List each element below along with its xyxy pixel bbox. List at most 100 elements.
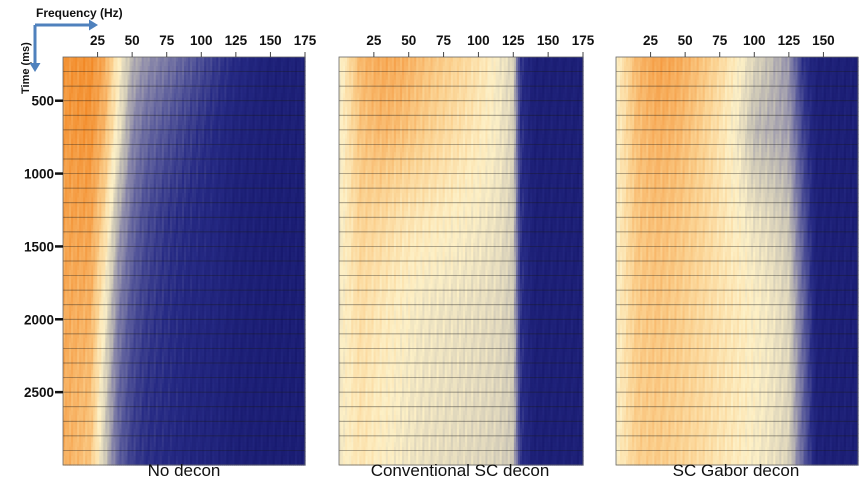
heatmap-cell: [292, 125, 296, 131]
heatmap-cell: [153, 134, 157, 140]
heatmap-cell: [97, 93, 100, 99]
heatmap-cell: [274, 61, 278, 67]
heatmap-cell: [95, 161, 98, 167]
heatmap-cell: [135, 66, 139, 72]
heatmap-cell: [181, 111, 185, 117]
heatmap-cell: [123, 115, 127, 122]
heatmap-cell: [248, 84, 252, 90]
heatmap-cell: [248, 120, 252, 126]
heatmap-cell: [89, 125, 92, 131]
heatmap-cell: [204, 75, 207, 81]
heatmap-cell: [252, 143, 256, 149]
heatmap-cell: [145, 75, 149, 81]
heatmap-cell: [210, 120, 213, 126]
heatmap-cell: [292, 152, 296, 158]
heatmap-cell: [300, 75, 304, 81]
heatmap-cell: [284, 93, 288, 99]
heatmap-cell: [77, 143, 80, 149]
heatmap-cell: [97, 75, 100, 81]
heatmap-cell: [198, 129, 201, 135]
heatmap-cell: [65, 143, 68, 149]
heatmap-cell: [63, 143, 66, 149]
heatmap-cell: [79, 61, 82, 67]
heatmap-cell: [71, 161, 74, 167]
heatmap-cell: [184, 88, 187, 94]
heatmap-cell: [246, 66, 250, 72]
heatmap-cell: [216, 75, 219, 81]
heatmap-cell: [238, 84, 242, 90]
heatmap-cell: [129, 57, 133, 63]
heatmap-cell: [284, 66, 288, 72]
heatmap-cell: [133, 134, 137, 140]
heatmap-cell: [139, 152, 143, 158]
heatmap-cell: [151, 88, 155, 94]
heatmap-cell: [192, 125, 195, 131]
heatmap-cell: [246, 134, 250, 140]
heatmap-cell: [240, 102, 244, 108]
heatmap-cell: [139, 129, 143, 135]
heatmap-cell: [188, 93, 191, 99]
heatmap-cell: [131, 147, 135, 153]
heatmap-cell: [218, 115, 221, 122]
heatmap-cell: [220, 102, 223, 108]
heatmap-cell: [145, 84, 149, 90]
heatmap-cell: [218, 75, 221, 81]
heatmap-cell: [284, 147, 288, 153]
heatmap-cell: [177, 106, 181, 112]
heatmap-cell: [73, 93, 76, 99]
heatmap-cell: [89, 70, 92, 76]
heatmap-cell: [252, 66, 256, 72]
heatmap-cell: [131, 106, 135, 112]
heatmap-cell: [65, 161, 68, 167]
heatmap-cell: [131, 138, 135, 144]
heatmap-cell: [216, 152, 219, 158]
heatmap-cell: [206, 102, 209, 108]
heatmap-cell: [177, 88, 181, 94]
heatmap-cell: [296, 61, 300, 67]
heatmap-cell: [206, 106, 209, 112]
heatmap-cell: [206, 120, 209, 126]
heatmap-cell: [133, 147, 137, 153]
heatmap-cell: [75, 125, 78, 131]
heatmap-cell: [212, 88, 215, 94]
heatmap-cell: [228, 134, 231, 140]
heatmap-cell: [266, 111, 270, 117]
heatmap-cell: [264, 106, 268, 112]
heatmap-cell: [272, 143, 276, 149]
heatmap-cell: [216, 138, 219, 144]
heatmap-cell: [252, 57, 256, 63]
heatmap-cell: [216, 115, 219, 122]
heatmap-cell: [181, 152, 185, 158]
heatmap-cell: [121, 129, 125, 135]
heatmap-cell: [97, 138, 100, 144]
heatmap-cell: [184, 84, 187, 90]
heatmap-cell: [196, 111, 199, 117]
heatmap-cell: [171, 57, 175, 63]
heatmap-cell: [228, 66, 231, 72]
heatmap-cell: [175, 84, 179, 90]
heatmap-cell: [208, 84, 211, 90]
heatmap-cell: [236, 75, 240, 81]
heatmap-cell: [117, 115, 121, 122]
heatmap-cell: [244, 70, 248, 76]
heatmap-cell: [69, 102, 72, 108]
heatmap-cell: [79, 75, 82, 81]
heatmap-cell: [151, 75, 155, 81]
heatmap-cell: [256, 75, 260, 81]
heatmap-cell: [190, 147, 193, 153]
heatmap-cell: [274, 115, 278, 122]
heatmap-cell: [125, 143, 129, 149]
heatmap-cell: [171, 138, 175, 144]
heatmap-cell: [135, 143, 139, 149]
heatmap-cell: [139, 147, 143, 153]
heatmap-cell: [81, 143, 84, 149]
heatmap-cell: [153, 106, 157, 112]
heatmap-cell: [165, 75, 169, 81]
heatmap-cell: [105, 88, 108, 94]
heatmap-cell: [214, 84, 217, 90]
heatmap-cell: [230, 138, 233, 144]
heatmap-cell: [258, 57, 262, 63]
heatmap-cell: [79, 84, 82, 90]
heatmap-cell: [129, 129, 133, 135]
heatmap-cell: [192, 70, 195, 76]
